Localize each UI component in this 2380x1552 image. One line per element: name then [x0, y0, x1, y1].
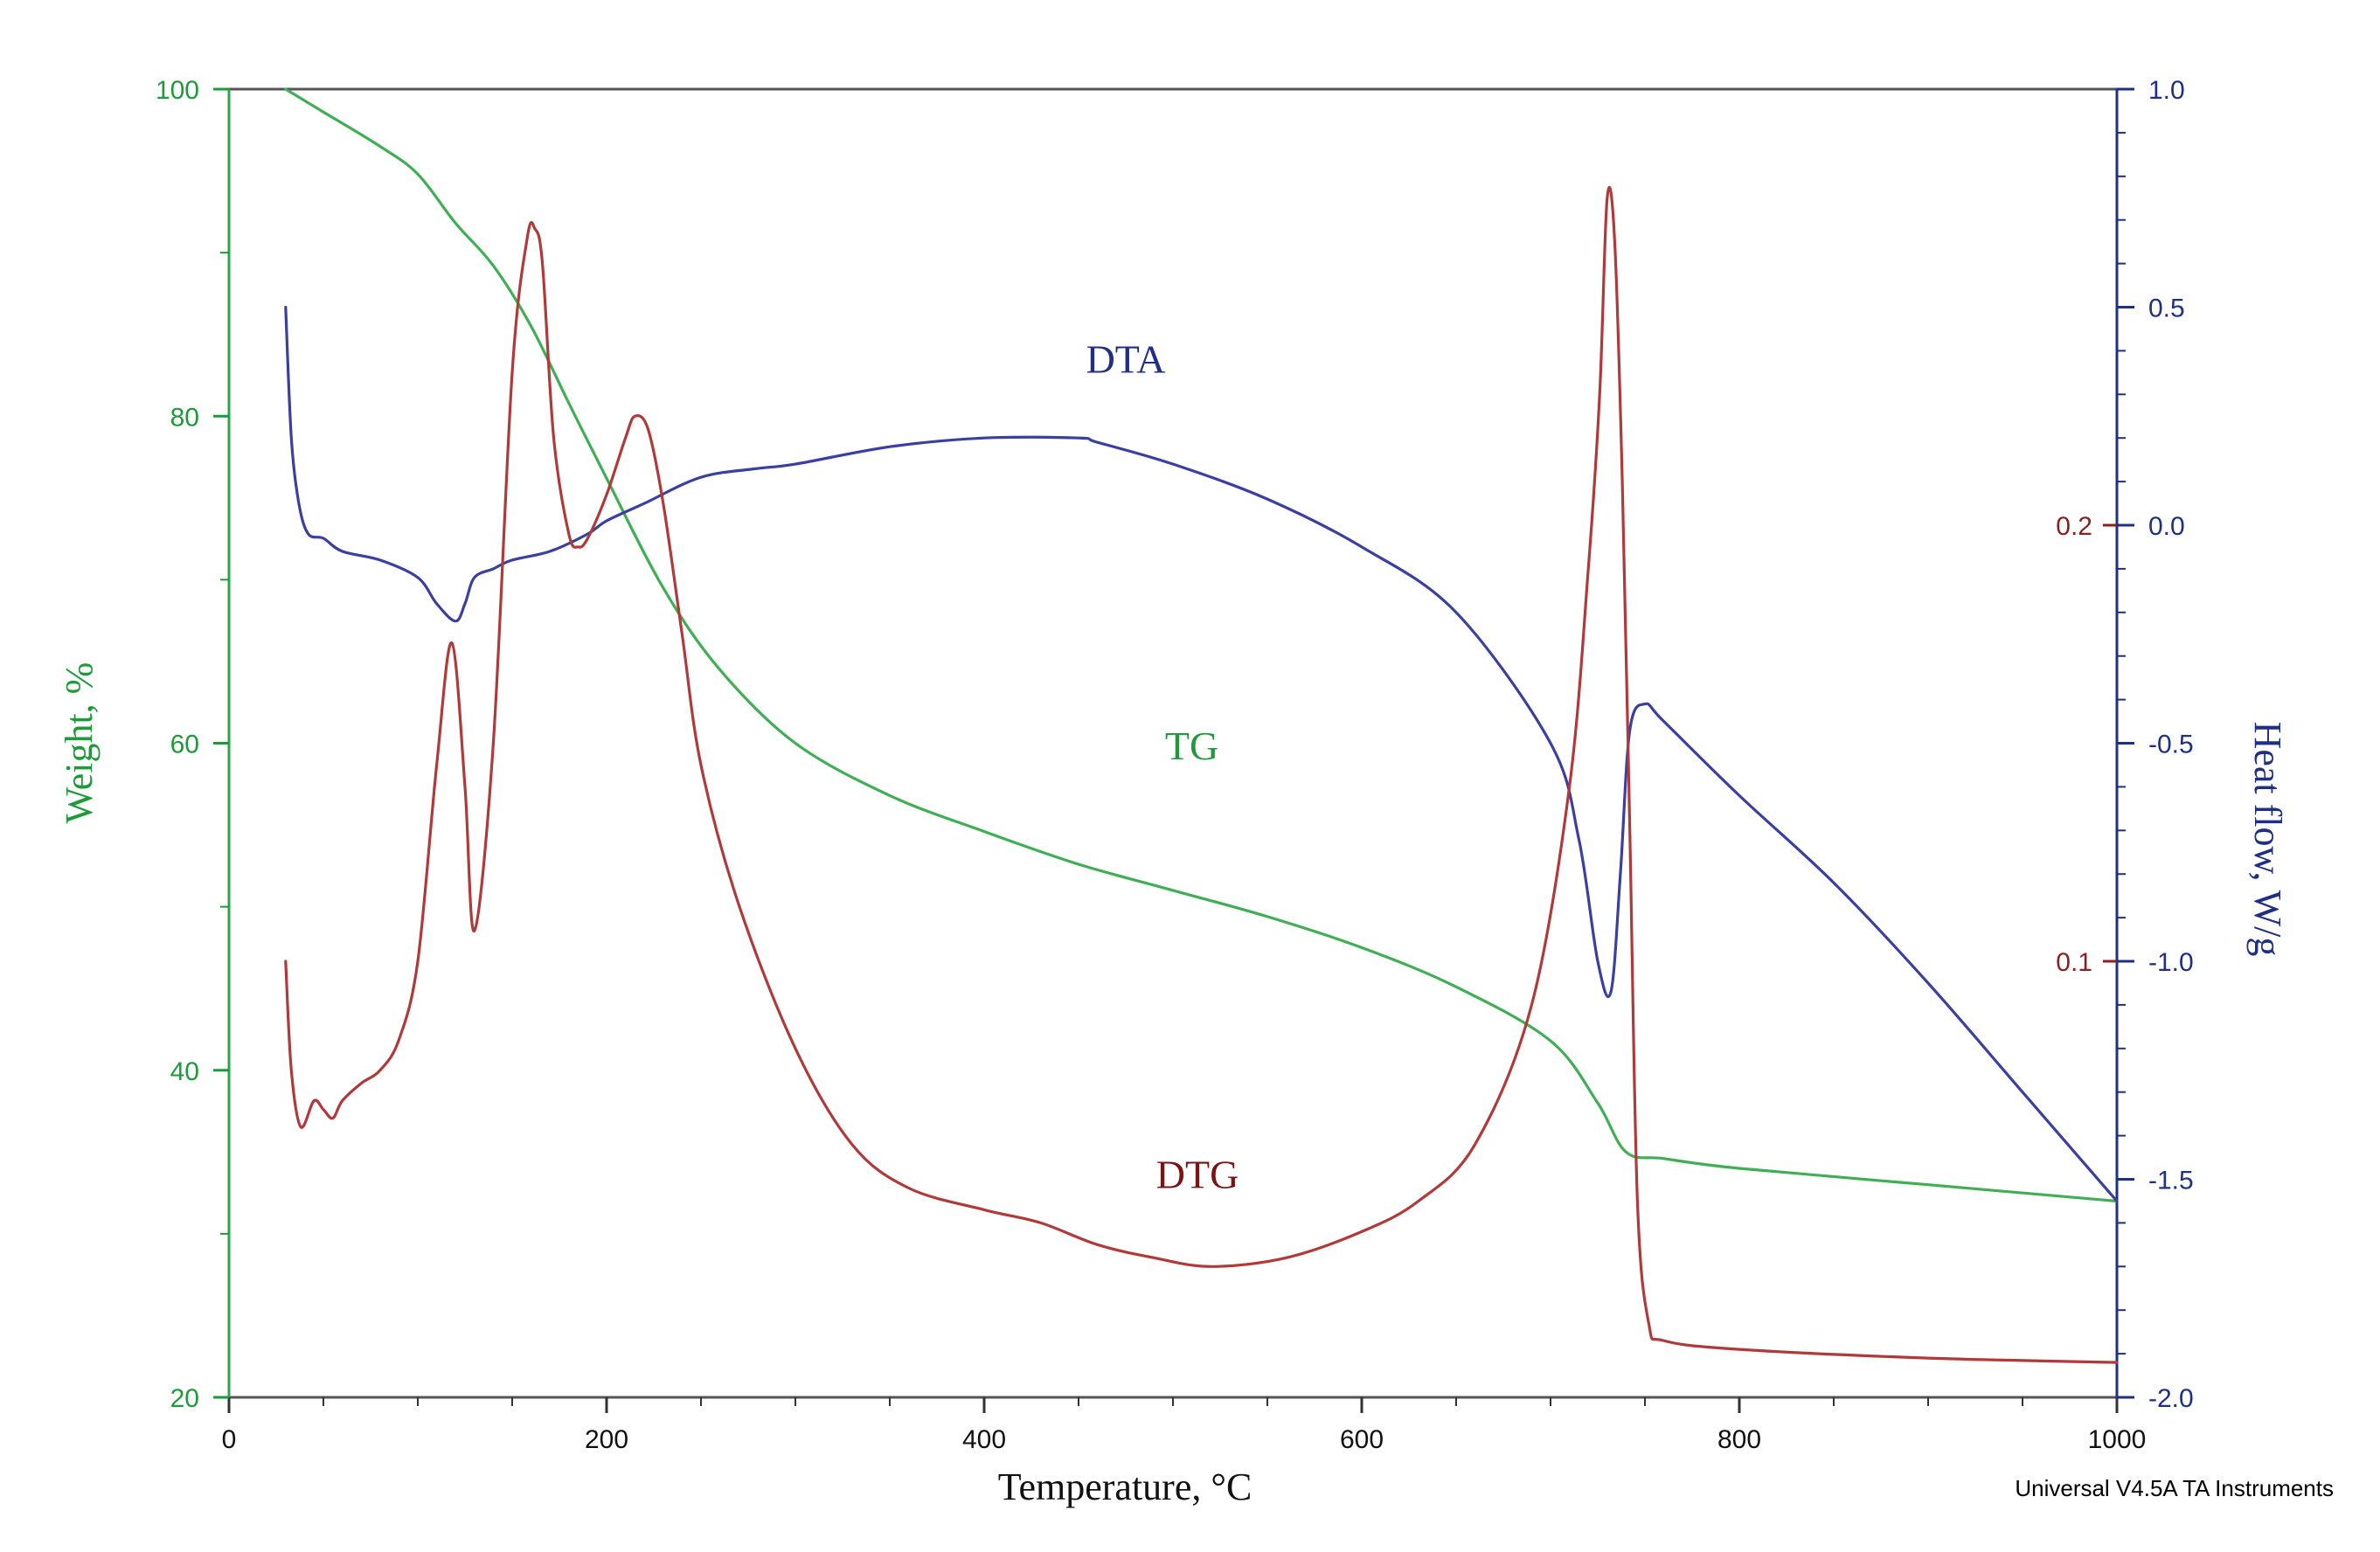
x-tick-label: 200	[585, 1425, 628, 1454]
footer-credit: Universal V4.5A TA Instruments	[2015, 1475, 2334, 1501]
right-tick-label: -1.5	[2148, 1167, 2194, 1195]
series-line-dtg	[284, 185, 2119, 1364]
x-tick-label: 800	[1717, 1425, 1761, 1454]
series-label-dtg: DTG	[1156, 1152, 1239, 1196]
left-tick-label: 80	[170, 403, 199, 432]
x-tick-label: 0	[222, 1425, 237, 1454]
right-tick-label: 0.5	[2148, 294, 2185, 323]
right-tick-label: 0.0	[2148, 512, 2185, 541]
series-line-tg	[284, 87, 2119, 1203]
dtg-tick-label: 0.1	[2056, 948, 2092, 977]
left-tick-label: 40	[170, 1057, 199, 1086]
x-axis-ticks: 0 200 400 600 800 1000	[222, 1397, 2147, 1454]
left-tick-label: 20	[170, 1384, 199, 1413]
dtg-tick-label: 0.2	[2056, 512, 2092, 541]
right-tick-label: -0.5	[2148, 731, 2194, 759]
series-label-dta: DTA	[1086, 336, 1166, 381]
series-layer: TG DTA DTG	[284, 87, 2119, 1364]
left-axis-ticks: 20 40 60 80 100	[156, 76, 229, 1413]
x-tick-label: 1000	[2088, 1425, 2147, 1454]
x-tick-label: 400	[962, 1425, 1006, 1454]
x-tick-label: 600	[1340, 1425, 1384, 1454]
left-tick-label: 100	[156, 76, 199, 105]
right-axis-title: Heat flow, W/g	[2246, 722, 2289, 957]
left-tick-label: 60	[170, 731, 199, 759]
left-axis-title: Weight, %	[58, 662, 101, 824]
right-axis-ticks: -2.0 -1.5 -1.0 -0.5 0.0 0.5 1.0 0.1 0.2	[2056, 76, 2193, 1413]
series-line-dta	[284, 305, 2119, 1203]
right-tick-label: -1.0	[2148, 948, 2194, 977]
right-tick-label: 1.0	[2148, 76, 2185, 105]
x-axis-title: Temperature, °C	[998, 1465, 1252, 1508]
series-label-tg: TG	[1165, 724, 1218, 768]
right-tick-label: -2.0	[2148, 1384, 2194, 1413]
